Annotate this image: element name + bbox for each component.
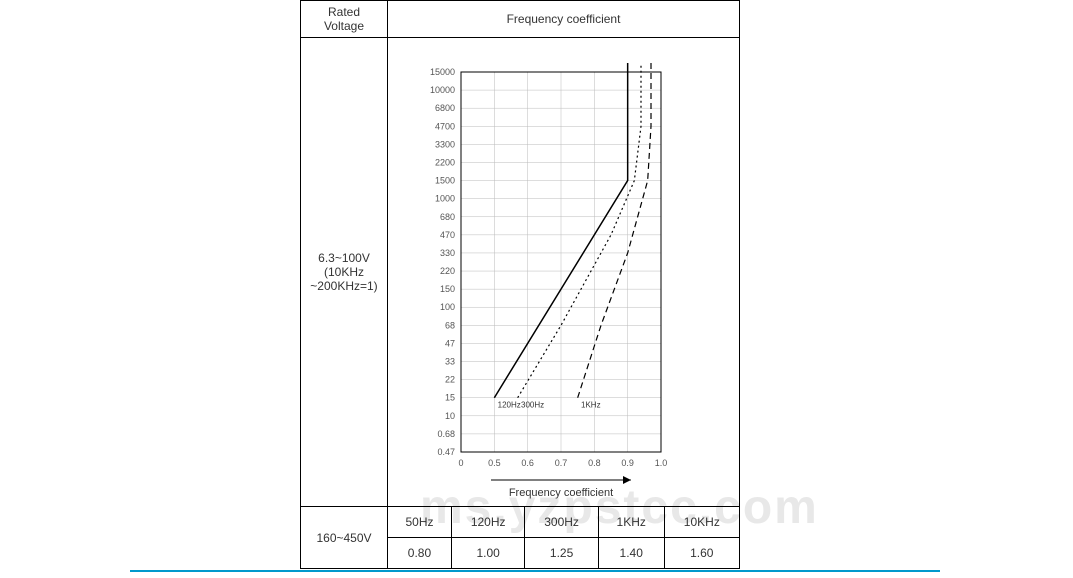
svg-text:68: 68	[445, 320, 455, 330]
svg-text:Frequency coefficient: Frequency coefficient	[509, 487, 613, 499]
freq-header-row: 160~450V 50Hz 120Hz 300Hz 1KHz 10KHz	[301, 507, 740, 538]
voltage-range-1-line3: ~200KHz=1)	[309, 279, 379, 293]
svg-text:6800: 6800	[435, 103, 455, 113]
svg-text:220: 220	[440, 266, 455, 276]
voltage-range-1-line2: (10KHz	[309, 265, 379, 279]
header-rated-voltage: Rated Voltage	[301, 1, 388, 38]
svg-text:0.47: 0.47	[437, 447, 455, 457]
svg-text:0.5: 0.5	[488, 458, 501, 468]
chart-cell: 0.47 0.68 10 15 22 33 47 68 100 150 220 330 470 680 10…	[388, 38, 740, 507]
svg-text:33: 33	[445, 357, 455, 367]
voltage-range-1-cell: 6.3~100V (10KHz ~200KHz=1)	[301, 38, 388, 507]
svg-text:0: 0	[458, 458, 463, 468]
svg-text:15: 15	[445, 393, 455, 403]
svg-text:1000: 1000	[435, 194, 455, 204]
svg-text:4700: 4700	[435, 121, 455, 131]
freq-h-2: 300Hz	[525, 507, 598, 538]
svg-text:1500: 1500	[435, 176, 455, 186]
bottom-divider	[130, 570, 940, 572]
svg-text:47: 47	[445, 338, 455, 348]
svg-text:0.6: 0.6	[521, 458, 534, 468]
svg-text:3300: 3300	[435, 139, 455, 149]
svg-text:100: 100	[440, 302, 455, 312]
svg-text:150: 150	[440, 284, 455, 294]
svg-text:1.0: 1.0	[655, 458, 668, 468]
svg-text:2200: 2200	[435, 157, 455, 167]
freq-v-4: 1.60	[664, 538, 739, 569]
svg-text:0.7: 0.7	[555, 458, 568, 468]
svg-text:10000: 10000	[430, 85, 455, 95]
freq-v-1: 1.00	[451, 538, 524, 569]
chart-row: 6.3~100V (10KHz ~200KHz=1) 0.47 0.68 10 15 2…	[301, 38, 740, 507]
svg-text:22: 22	[445, 375, 455, 385]
header-row: Rated Voltage Frequency coefficient	[301, 1, 740, 38]
freq-v-3: 1.40	[598, 538, 664, 569]
freq-h-1: 120Hz	[451, 507, 524, 538]
svg-text:680: 680	[440, 212, 455, 222]
voltage-range-1-line1: 6.3~100V	[309, 251, 379, 265]
svg-text:15000: 15000	[430, 67, 455, 77]
svg-text:330: 330	[440, 248, 455, 258]
svg-text:470: 470	[440, 230, 455, 240]
frequency-chart: 0.47 0.68 10 15 22 33 47 68 100 150 220 330 470 680 10…	[396, 42, 731, 502]
svg-text:300Hz: 300Hz	[521, 401, 544, 410]
svg-text:120Hz: 120Hz	[498, 401, 521, 410]
spec-table: Rated Voltage Frequency coefficient 6.3~…	[300, 0, 740, 569]
svg-text:0.8: 0.8	[588, 458, 601, 468]
svg-text:1KHz: 1KHz	[581, 401, 601, 410]
header-freq-coeff: Frequency coefficient	[388, 1, 740, 38]
freq-h-3: 1KHz	[598, 507, 664, 538]
svg-text:10: 10	[445, 411, 455, 421]
svg-text:0.68: 0.68	[437, 429, 455, 439]
svg-text:0.9: 0.9	[621, 458, 634, 468]
freq-v-2: 1.25	[525, 538, 598, 569]
voltage-range-2: 160~450V	[301, 507, 388, 569]
freq-v-0: 0.80	[388, 538, 452, 569]
freq-h-4: 10KHz	[664, 507, 739, 538]
freq-h-0: 50Hz	[388, 507, 452, 538]
